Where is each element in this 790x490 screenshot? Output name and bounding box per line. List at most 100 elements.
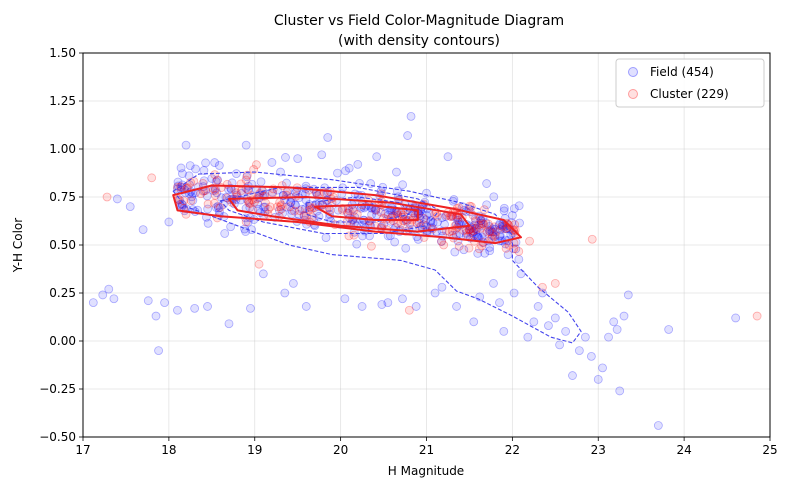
field-point bbox=[291, 200, 300, 210]
field-point bbox=[154, 346, 163, 356]
field-point bbox=[497, 220, 507, 230]
cluster-point bbox=[344, 206, 354, 215]
field-point bbox=[615, 386, 625, 396]
cluster-contour bbox=[172, 184, 522, 245]
y-tick-label: 1.50 bbox=[49, 46, 76, 60]
field-point bbox=[341, 166, 350, 176]
field-point bbox=[173, 181, 183, 191]
cluster-point bbox=[471, 216, 481, 226]
field-point bbox=[421, 215, 431, 225]
cluster-point bbox=[299, 211, 309, 220]
field-point bbox=[468, 228, 478, 238]
field-point bbox=[550, 313, 560, 323]
field-point bbox=[125, 202, 135, 212]
field-point bbox=[448, 196, 458, 206]
cluster-point bbox=[482, 227, 492, 237]
cluster-point bbox=[179, 196, 188, 206]
y-tick-label: 1.00 bbox=[49, 142, 76, 156]
field-point bbox=[619, 311, 629, 321]
field-point bbox=[480, 248, 490, 258]
y-tick-label: −0.50 bbox=[39, 430, 76, 444]
field-point bbox=[323, 133, 333, 142]
field-point bbox=[367, 210, 377, 220]
cluster-point bbox=[242, 170, 252, 180]
legend-label-cluster: Cluster (229) bbox=[650, 87, 729, 101]
cluster-point bbox=[437, 236, 447, 246]
field-point bbox=[259, 202, 269, 212]
field-point bbox=[476, 220, 485, 230]
cluster-point bbox=[317, 200, 327, 210]
field-point bbox=[176, 163, 186, 173]
cluster-point bbox=[255, 189, 264, 198]
field-point bbox=[574, 346, 584, 356]
field-point bbox=[104, 284, 114, 294]
field-point bbox=[538, 288, 547, 298]
field-point bbox=[377, 300, 387, 309]
field-point bbox=[151, 311, 161, 321]
field-point bbox=[478, 228, 488, 238]
cluster-point bbox=[276, 202, 285, 212]
legend-marker-field bbox=[628, 67, 638, 77]
cluster-point bbox=[476, 223, 486, 233]
field-point bbox=[305, 203, 315, 213]
cluster-point bbox=[525, 236, 534, 246]
field-point bbox=[185, 161, 195, 170]
field-point bbox=[473, 249, 483, 258]
field-point bbox=[190, 303, 200, 313]
cluster-point bbox=[432, 211, 442, 221]
field-point bbox=[593, 374, 603, 384]
field-point bbox=[508, 211, 517, 220]
cluster-point bbox=[477, 241, 487, 251]
field-point bbox=[211, 203, 221, 212]
field-point bbox=[280, 288, 290, 298]
field-point bbox=[529, 317, 539, 327]
cluster-point bbox=[478, 219, 488, 229]
cluster-point bbox=[404, 305, 414, 315]
cluster-point bbox=[439, 240, 449, 250]
cluster-point bbox=[366, 241, 376, 251]
cluster-point bbox=[254, 259, 264, 269]
field-point bbox=[609, 317, 619, 327]
field-point bbox=[210, 158, 220, 167]
x-tick-label: 18 bbox=[161, 443, 176, 457]
field-point bbox=[499, 203, 509, 213]
field-point bbox=[224, 319, 234, 329]
field-point bbox=[731, 313, 741, 323]
field-point bbox=[623, 290, 633, 300]
field-point bbox=[236, 189, 246, 198]
cluster-point bbox=[147, 173, 157, 183]
field-point bbox=[353, 159, 363, 169]
cluster-point bbox=[370, 205, 380, 215]
field-point bbox=[476, 215, 486, 225]
field-point bbox=[453, 215, 463, 225]
field-point bbox=[173, 305, 182, 315]
field-point bbox=[452, 302, 461, 311]
cluster-point bbox=[752, 311, 762, 321]
cluster-point bbox=[349, 206, 358, 216]
cluster-point bbox=[343, 208, 353, 218]
cluster-point bbox=[307, 204, 316, 214]
field-point bbox=[495, 298, 504, 308]
field-point bbox=[489, 192, 499, 202]
field-point bbox=[98, 290, 108, 300]
cluster-point bbox=[510, 220, 520, 229]
field-point bbox=[469, 317, 479, 327]
chart-title: Cluster vs Field Color-Magnitude Diagram bbox=[274, 13, 564, 29]
field-point bbox=[268, 187, 277, 197]
field-point bbox=[199, 166, 209, 175]
field-point bbox=[398, 180, 408, 190]
field-point bbox=[430, 288, 440, 298]
field-point bbox=[473, 231, 482, 241]
field-point bbox=[482, 200, 492, 210]
field-point bbox=[511, 244, 521, 254]
cluster-point bbox=[215, 203, 225, 212]
field-point bbox=[143, 296, 153, 306]
field-point bbox=[178, 169, 187, 178]
cluster-point bbox=[500, 224, 510, 234]
field-point bbox=[490, 224, 500, 234]
field-point bbox=[494, 220, 504, 230]
x-tick-label: 19 bbox=[247, 443, 262, 457]
cluster-point bbox=[290, 206, 299, 216]
cluster-point bbox=[501, 243, 511, 253]
